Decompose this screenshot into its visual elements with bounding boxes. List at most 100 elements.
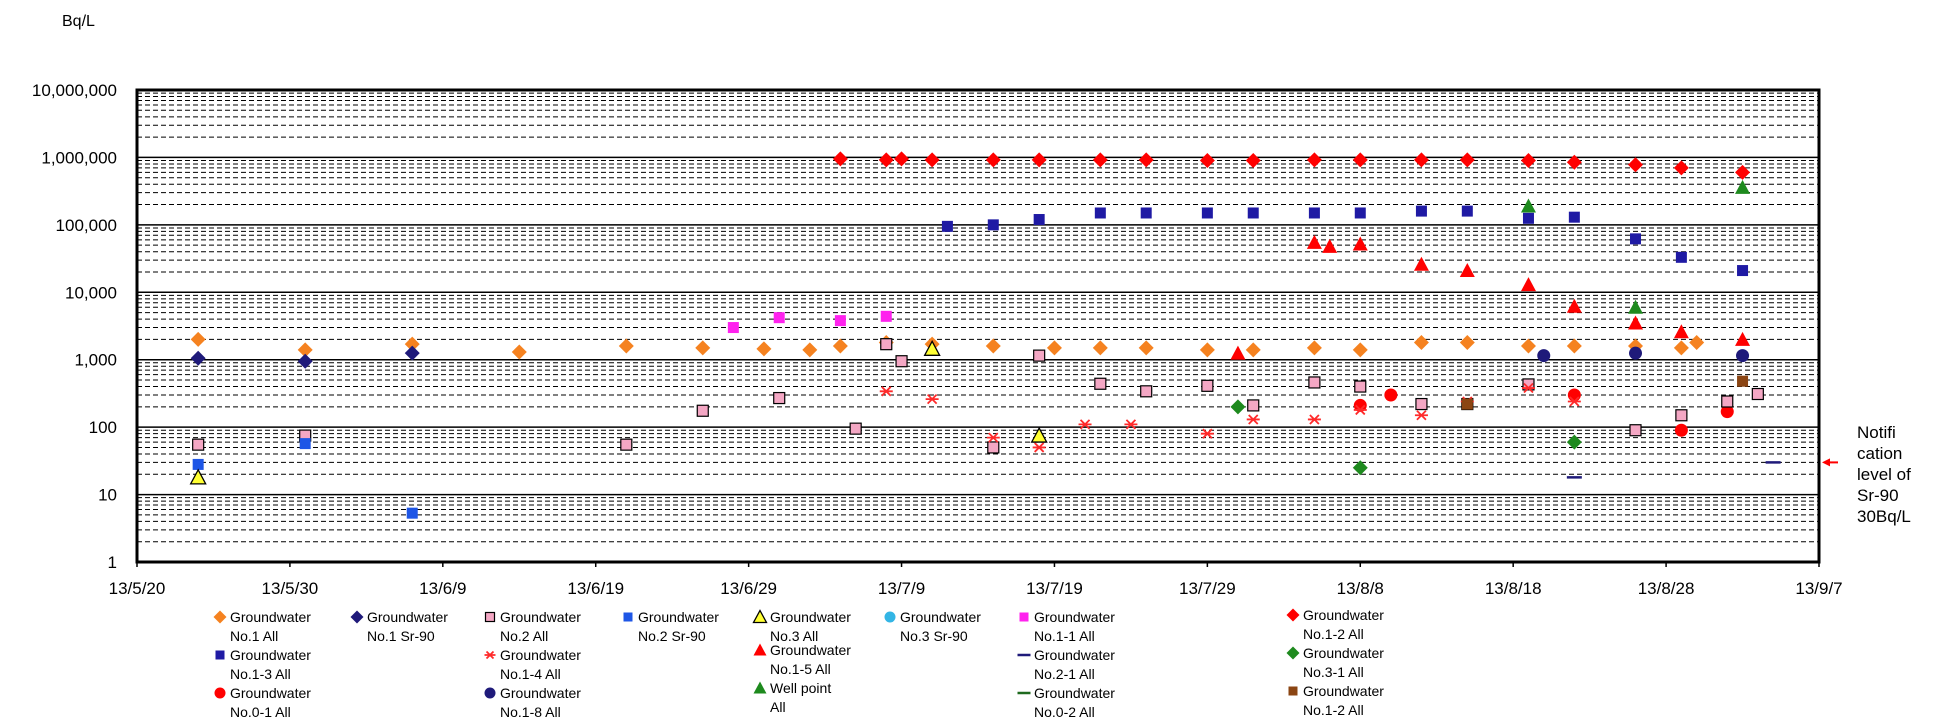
legend: Groundwater No.1 All Groundwater No.1-3 All… [213,607,1384,720]
series-1 [941,205,1749,277]
data-point [1140,385,1153,398]
legend-entry: Groundwater No.0-2 All [1017,685,1115,720]
y-tick-label: 1,000 [74,351,117,370]
legend-entry: Groundwater No.3 All [752,609,851,644]
data-point [756,341,772,357]
data-point [1737,265,1749,277]
data-point [923,339,941,356]
data-point [895,355,908,368]
data-point [1520,153,1536,169]
data-point [849,422,862,435]
data-point [1308,207,1320,219]
data-point [1674,423,1688,437]
x-tick-label: 13/8/28 [1638,579,1695,598]
legend-entry: Groundwater No.1-1 All [1019,609,1115,644]
x-tick-label: 13/5/20 [109,579,166,598]
y-tick-label: 10,000 [65,283,117,302]
data-point [1094,377,1107,390]
data-point [1675,251,1687,263]
series-9 [1230,234,1751,360]
legend-label: Groundwater [500,647,581,663]
legend-marker [1286,608,1300,622]
legend-label: No.1-2 All [1303,626,1364,642]
data-point [511,344,527,360]
legend-label: Groundwater [1303,683,1384,699]
data-point [297,342,313,358]
y-tick-label: 1 [108,553,117,572]
data-point [832,338,848,354]
data-point [832,151,848,167]
data-point [1414,410,1428,421]
data-point [1247,207,1259,219]
data-point [1033,214,1045,226]
data-point [1415,205,1427,217]
data-point [1567,388,1581,402]
data-point [192,458,204,470]
legend-entry: Groundwater No.1-5 All [753,642,851,677]
legend-marker [484,611,496,623]
grid [137,89,1819,563]
x-tick-label: 13/6/19 [567,579,624,598]
legend-marker [484,650,496,660]
data-point [1520,338,1536,354]
legend-label: Groundwater [770,642,851,658]
legend-label: Groundwater [367,609,448,625]
annotation-text-line: cation [1857,444,1902,463]
legend-entry: Groundwater No.2-1 All [1017,647,1115,682]
legend-entry: Groundwater No.1-2 All [1288,683,1384,718]
data-point [1124,419,1138,430]
data-point [404,336,420,352]
legend-label: No.2 Sr-90 [638,628,706,644]
y-tick-label: 100 [89,418,117,437]
data-point [1566,298,1582,313]
data-point [696,404,709,417]
y-tick-label: 100,000 [56,216,117,235]
legend-entry: Groundwater No.0-1 All [214,685,311,720]
data-point [1306,340,1322,356]
data-point [1459,152,1475,168]
y-tick-label: 1,000,000 [41,148,117,167]
data-point [1629,346,1643,360]
legend-label: No.1 All [230,628,278,644]
y-tick-label: 10,000,000 [32,81,117,100]
series-7 [192,438,418,519]
data-point [299,438,311,450]
y-axis: 1 10 100 1,000 10,000 100,000 1,000,000 10,000,… [32,81,117,572]
series-10 [1520,179,1751,314]
data-point [1521,382,1535,394]
data-point [1307,414,1321,425]
data-point [1199,153,1215,169]
data-point [1046,340,1062,356]
legend-label: No.1-8 All [500,704,561,720]
legend-marker [884,611,896,623]
legend-label: Groundwater [1303,645,1384,661]
data-point [1721,395,1734,408]
series-3 [190,345,420,369]
legend-label: Groundwater [638,609,719,625]
legend-label: Groundwater [230,609,311,625]
data-point [727,322,739,334]
data-point [924,152,940,168]
data-point [1030,426,1048,443]
data-point [1230,345,1246,360]
legend-marker [213,610,227,624]
data-point [1353,404,1367,416]
data-point [1199,342,1215,358]
legend-label: No.1-5 All [770,661,831,677]
legend-label: Groundwater [900,609,981,625]
data-point [1201,207,1213,219]
legend-entry: Groundwater No.1 All [213,609,311,644]
legend-entry: Groundwater No.1-3 All [215,647,311,682]
data-point [1384,388,1398,402]
data-point [1522,212,1534,224]
data-point [987,219,999,231]
data-point [773,312,785,324]
legend-label: Groundwater [1034,609,1115,625]
data-point [1720,405,1734,419]
data-point [695,340,711,356]
data-point [985,338,1001,354]
legend-label: Well point [770,680,831,696]
data-point [190,350,206,366]
legend-entry: Well point All [753,680,831,715]
data-point [1520,277,1536,292]
